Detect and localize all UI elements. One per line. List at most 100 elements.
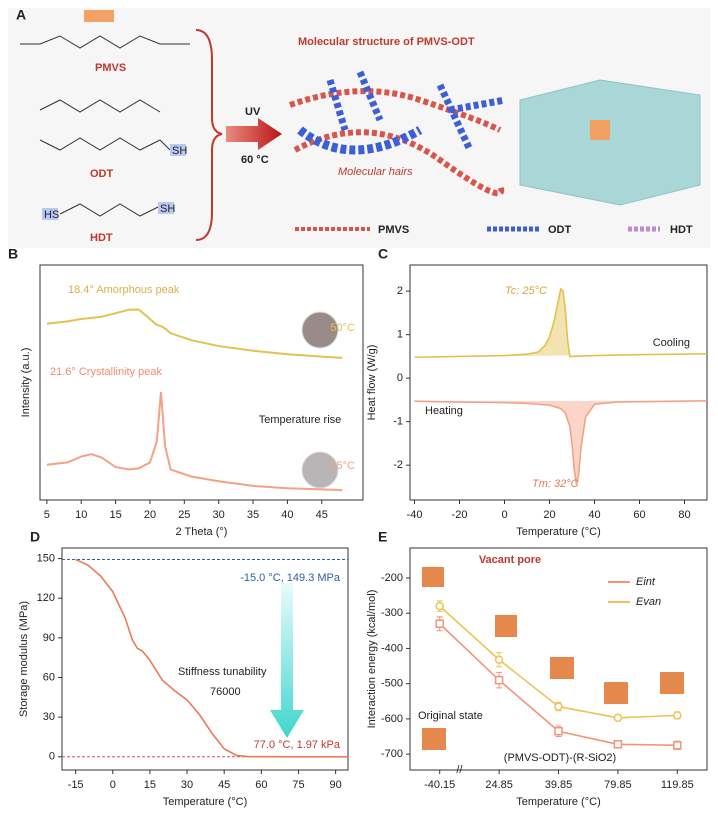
- x-tick-label: 5: [44, 509, 50, 521]
- label: ODT: [90, 168, 114, 180]
- x-tick-label: 40: [588, 509, 600, 521]
- x-tick-label: -40: [407, 509, 423, 521]
- data-point: [554, 702, 563, 711]
- label: 60 °C: [241, 154, 269, 166]
- y-axis-label: Interaction energy (kcal/mol): [366, 590, 378, 729]
- y-axis-label: Storage modulus (MPa): [18, 601, 30, 717]
- data-point: [554, 726, 563, 736]
- annotation: Stiffness tunability: [178, 666, 267, 678]
- x-tick-label: 25: [178, 509, 190, 521]
- data-line: [414, 287, 708, 359]
- x-tick-label: 10: [75, 509, 87, 521]
- y-tick-label: -700: [381, 748, 403, 760]
- thiol-highlight: [158, 202, 174, 214]
- axis-break: //: [456, 764, 463, 776]
- legend-label: Eint: [636, 576, 656, 588]
- y-tick-label: -200: [381, 572, 403, 584]
- x-tick-label: 60: [633, 509, 645, 521]
- panel-letter: C: [378, 246, 388, 262]
- x-axis-label: 2 Theta (°): [176, 526, 228, 538]
- sample-photo: [301, 311, 339, 349]
- thiol: SH: [160, 203, 175, 215]
- x-axis-label: Temperature (°C): [516, 796, 600, 808]
- arrow: [270, 583, 304, 738]
- x-tick-label: 35: [247, 509, 259, 521]
- y-tick-label: 150: [37, 552, 55, 564]
- label: PMVS: [95, 62, 126, 74]
- thiol: SH: [172, 145, 187, 157]
- x-tick-label: 30: [181, 779, 193, 791]
- data-line: [414, 399, 708, 485]
- y-axis-label: Heat flow (W/g): [366, 345, 378, 421]
- annotation: Tm: 32°C: [532, 478, 579, 490]
- series-label: 50°C: [330, 322, 355, 334]
- x-tick-label: 60: [255, 779, 267, 791]
- y-tick-label: 60: [43, 671, 55, 683]
- box-highlight: [590, 120, 610, 140]
- label: Molecular hairs: [338, 166, 413, 178]
- plot-frame: [39, 264, 364, 501]
- panel-letter: B: [8, 246, 18, 262]
- legend-label: Evan: [636, 596, 661, 608]
- bracket: [195, 29, 223, 241]
- x-tick-label: -15: [68, 779, 84, 791]
- y-tick-label: 2: [397, 285, 403, 297]
- annotation: (PMVS-ODT)-(R-SiO2): [504, 752, 616, 764]
- x-tick-label: 79.85: [604, 779, 632, 791]
- y-tick-label: -2: [393, 459, 403, 471]
- y-tick-label: 1: [397, 329, 403, 341]
- panel-letter: E: [378, 529, 387, 545]
- legend-label: ODT: [548, 224, 572, 236]
- vinyl-highlight: [84, 10, 114, 22]
- x-tick-label: 119.85: [661, 779, 694, 791]
- annotation: 77.0 °C, 1.97 kPa: [254, 739, 341, 751]
- x-tick-label: 80: [678, 509, 690, 521]
- thiol-highlight: [170, 144, 186, 156]
- data-line: [75, 558, 348, 758]
- y-tick-label: -1: [393, 416, 403, 428]
- y-tick-label: 30: [43, 711, 55, 723]
- data-point: [435, 619, 444, 629]
- y-tick-label: 0: [49, 751, 55, 763]
- x-tick-label: 24.85: [485, 779, 513, 791]
- data-point: [494, 655, 504, 664]
- x-tick-label: 0: [110, 779, 116, 791]
- x-tick-label: 30: [213, 509, 225, 521]
- thiol-highlight: [42, 208, 58, 220]
- data-point: [673, 711, 682, 720]
- legend-label: PMVS: [378, 224, 409, 236]
- sample-photo: [301, 451, 339, 489]
- y-tick-label: -300: [381, 607, 403, 619]
- data-point: [435, 601, 444, 611]
- molecule-illustration: [288, 70, 506, 197]
- x-tick-label: -40.15: [424, 779, 455, 791]
- annotation: 18.4° Amorphous peak: [68, 284, 180, 296]
- x-tick-label: 90: [329, 779, 341, 791]
- x-tick-label: 45: [316, 509, 328, 521]
- x-tick-label: 39.85: [545, 779, 573, 791]
- plot-frame: [409, 264, 708, 501]
- y-tick-label: -600: [381, 713, 403, 725]
- y-axis-label: Intensity (a.u.): [20, 348, 32, 418]
- data-line: [46, 391, 343, 492]
- x-tick-label: 45: [218, 779, 230, 791]
- label: HDT: [90, 232, 113, 244]
- x-axis-label: Temperature (°C): [516, 526, 600, 538]
- data-point: [494, 675, 504, 685]
- hdt-chain: [59, 203, 161, 217]
- data-point: [613, 740, 623, 749]
- x-tick-label: 40: [281, 509, 293, 521]
- x-tick-label: 20: [543, 509, 555, 521]
- annotation: 21.6° Crystallinity peak: [50, 366, 163, 378]
- x-axis-label: Temperature (°C): [163, 796, 247, 808]
- series-label: Cooling: [653, 337, 690, 349]
- x-tick-label: 20: [144, 509, 156, 521]
- thiol: HS: [44, 209, 59, 221]
- title: Molecular structure of PMVS-ODT: [298, 36, 475, 48]
- data-line: [46, 308, 343, 359]
- peak-fill: [414, 288, 707, 358]
- y-tick-label: 120: [37, 592, 55, 604]
- data-point: [673, 741, 682, 750]
- annotation: Temperature rise: [259, 414, 342, 426]
